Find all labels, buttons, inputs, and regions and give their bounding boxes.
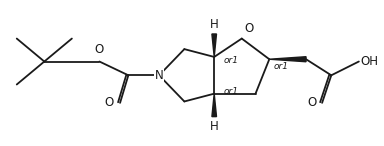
Polygon shape: [212, 94, 217, 117]
Text: or1: or1: [274, 62, 289, 71]
Polygon shape: [212, 34, 217, 57]
Text: O: O: [95, 42, 104, 55]
Text: H: H: [210, 120, 218, 133]
Text: or1: or1: [223, 56, 238, 65]
Text: O: O: [307, 96, 316, 109]
Text: N: N: [155, 69, 164, 82]
Text: OH: OH: [361, 55, 379, 68]
Text: O: O: [105, 96, 114, 109]
Text: or1: or1: [223, 87, 238, 96]
Polygon shape: [269, 57, 306, 62]
Text: H: H: [210, 18, 218, 31]
Text: O: O: [244, 22, 253, 35]
